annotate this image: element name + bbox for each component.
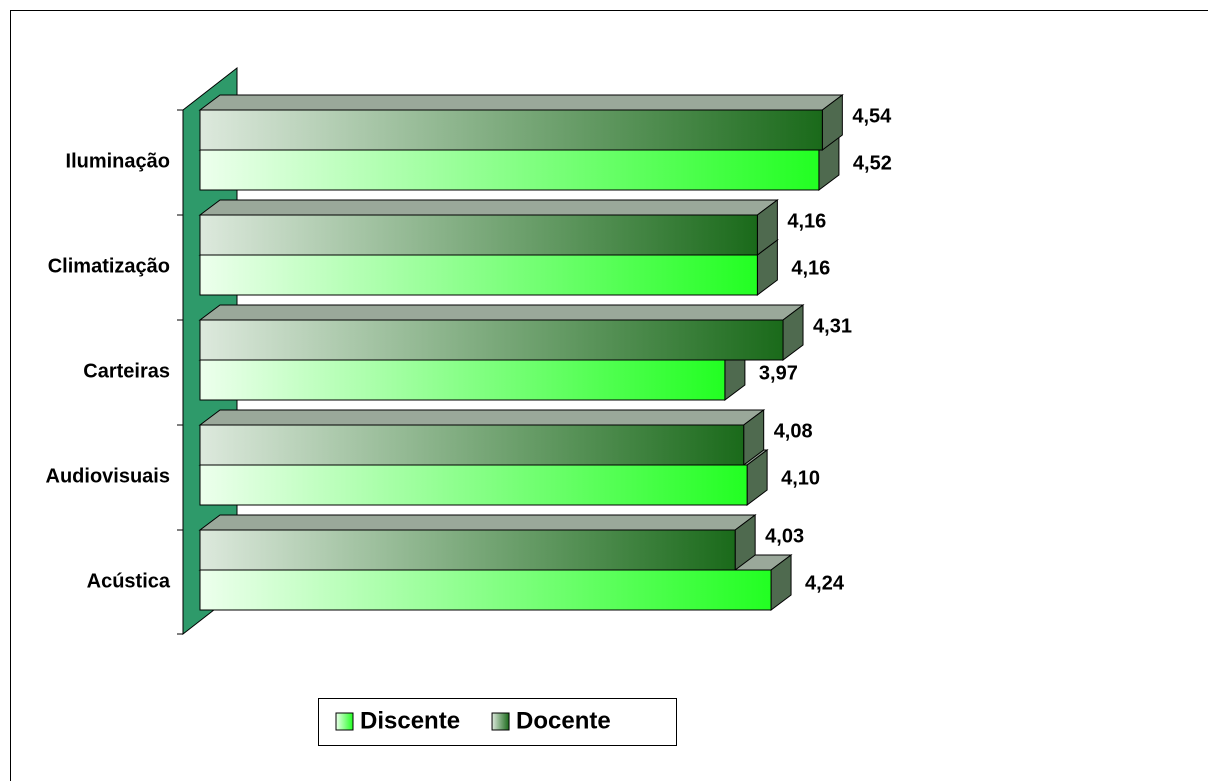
bar-front (199, 569, 772, 611)
bar (198, 94, 844, 151)
bar (199, 149, 820, 191)
bar-front (199, 319, 784, 361)
bar-top (198, 199, 779, 216)
legend-swatch (335, 712, 354, 731)
data-label: 4,54 (852, 105, 892, 127)
bar-front (199, 359, 726, 401)
legend-label: Discente (360, 707, 460, 734)
y-tick-label: Iluminação (66, 150, 170, 172)
data-label: 4,31 (813, 315, 852, 337)
y-tick-label: Carteiras (83, 360, 170, 382)
data-label: 4,10 (781, 467, 820, 489)
bar (198, 304, 805, 361)
bar (199, 464, 748, 506)
bar-top (198, 94, 844, 111)
data-label: 4,16 (787, 210, 826, 232)
y-tick-label: Climatização (48, 255, 170, 277)
data-label: 4,08 (774, 420, 813, 442)
bar (199, 359, 726, 401)
data-label: 4,24 (805, 572, 845, 594)
bar-front (199, 529, 736, 571)
legend-swatch (491, 712, 510, 731)
y-tick-label: Acústica (87, 570, 171, 592)
bar-front (199, 424, 745, 466)
bar-front (199, 149, 820, 191)
y-tick-label: Audiovisuais (46, 465, 170, 487)
bar-front (199, 109, 823, 151)
bar-top (198, 304, 805, 321)
bar-top (198, 409, 766, 426)
data-label: 4,52 (853, 152, 892, 174)
data-label: 4,16 (791, 257, 830, 279)
bar (199, 569, 772, 611)
bar-front (199, 464, 748, 506)
data-label: 3,97 (759, 362, 798, 384)
legend-label: Docente (516, 707, 611, 734)
bar (198, 409, 766, 466)
bar-front (199, 254, 758, 296)
bar (198, 199, 779, 256)
bar-top (198, 514, 757, 531)
data-label: 4,03 (765, 525, 804, 547)
bar-front (199, 214, 758, 256)
bar (198, 514, 757, 571)
bar (199, 254, 758, 296)
